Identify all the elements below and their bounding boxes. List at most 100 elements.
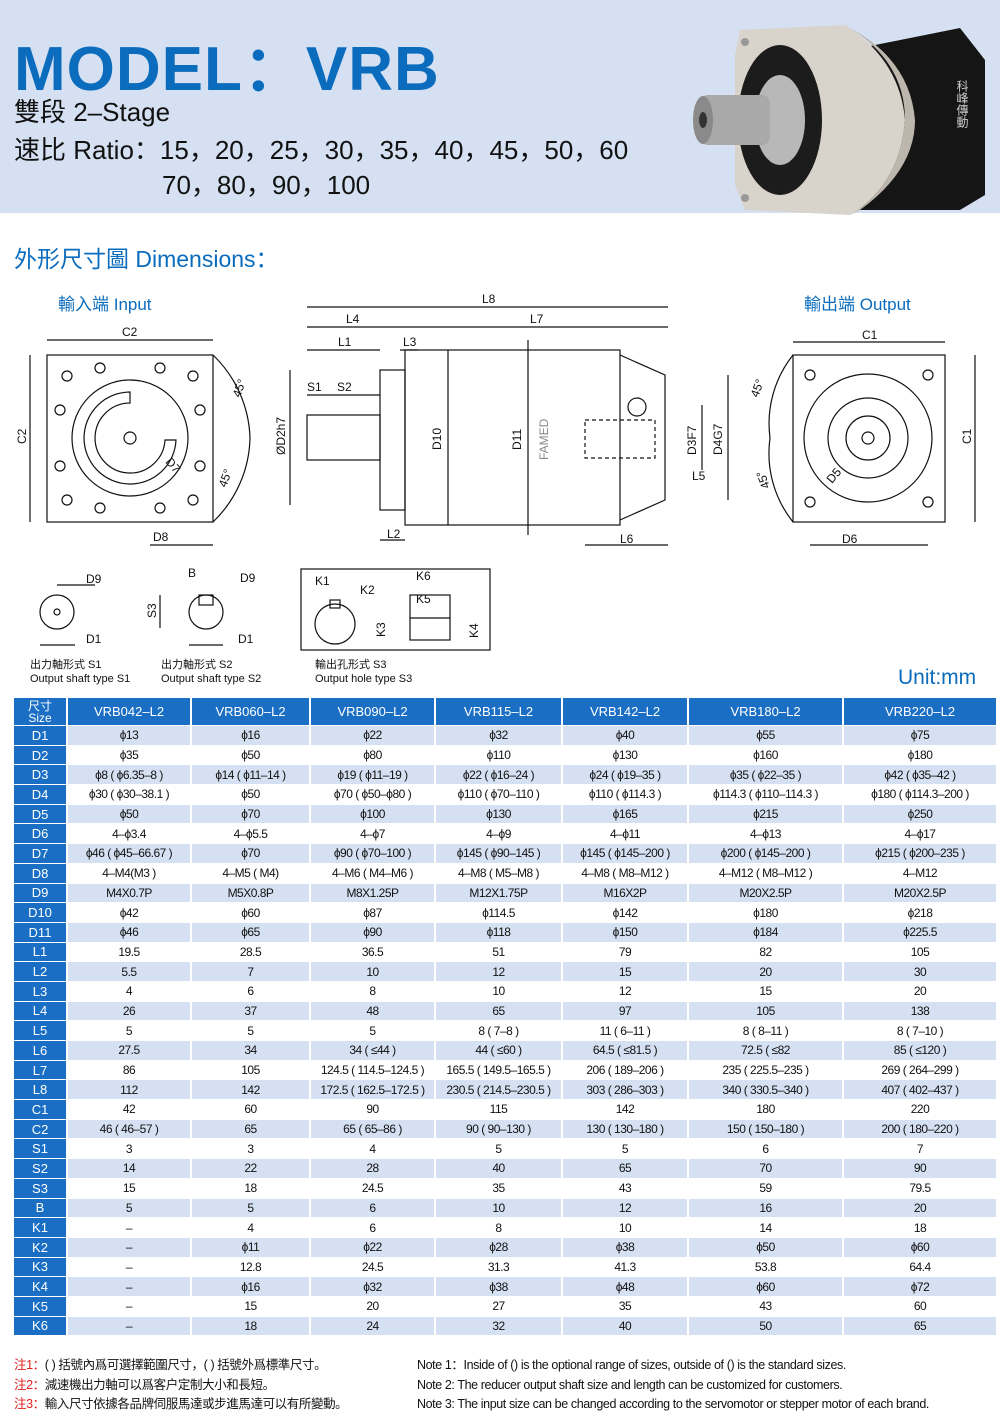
table-cell: 65 (844, 1316, 996, 1336)
table-cell: 11 ( 6–11 ) (599, 1023, 651, 1038)
table-cell: ϕ16 (192, 1277, 309, 1296)
row-label: L1 (14, 942, 66, 962)
row-label: K5 (14, 1296, 66, 1316)
table-cell: 206 ( 189–206 ) (586, 1063, 664, 1078)
svg-text:D1: D1 (238, 632, 254, 646)
svg-text:45°: 45° (216, 467, 235, 489)
svg-text:D4G7: D4G7 (711, 423, 725, 455)
table-cell: ϕ65 (192, 922, 309, 942)
table-cell: 35 (492, 1181, 505, 1196)
table-cell: 64.4 (909, 1259, 931, 1274)
table-row: C1 42 60 90 115 142 180 220 (14, 1100, 996, 1119)
table-cell: 27.5 (68, 1041, 190, 1060)
table-cell: 82 (759, 944, 772, 959)
svg-text:ØD2h7: ØD2h7 (274, 417, 288, 455)
svg-text:L5: L5 (692, 469, 706, 483)
table-row: L6 27.5 34 34 ( ≤44 ) 44 ( ≤60 ) 64.5 ( ≤81.5… (14, 1041, 996, 1060)
row-label: K1 (14, 1218, 66, 1237)
svg-text:L2: L2 (387, 527, 401, 541)
table-cell: ϕ50 (241, 748, 260, 763)
table-cell: ϕ50 (241, 787, 260, 802)
table-cell: M4X0.7P (68, 883, 190, 903)
table-cell: 5 (247, 1023, 254, 1038)
table-row: D11 ϕ46 ϕ65 ϕ90 ϕ118 ϕ150 ϕ184 ϕ225.5 (14, 922, 996, 942)
table-cell: ϕ60 (844, 1237, 996, 1257)
table-cell: 12 (618, 984, 632, 999)
table-header-row: 尺寸 Size VRB042–L2 VRB060–L2 VRB090–L2 VRB115… (14, 698, 996, 725)
table-cell: 15 (563, 962, 687, 981)
column-header: VRB220–L2 (844, 698, 996, 725)
column-header: VRB090–L2 (311, 698, 434, 725)
row-label: D9 (14, 883, 66, 903)
table-cell: 51 (492, 944, 505, 959)
table-cell: 20 (844, 1198, 996, 1218)
table-cell: 4–M6 ( M4–M6 ) (331, 866, 414, 881)
svg-text:B: B (188, 566, 196, 580)
row-label: D6 (14, 824, 66, 844)
table-cell: ϕ30 ( ϕ30–38.1 ) (88, 787, 170, 802)
svg-text:K6: K6 (416, 569, 431, 583)
row-label: K6 (14, 1316, 66, 1336)
table-cell: – (68, 1277, 190, 1296)
table-row: K6–18 24 32 40 50 65 (14, 1316, 996, 1336)
table-cell: ϕ180 (753, 905, 778, 920)
table-cell: 8 (369, 984, 376, 999)
unit-label: Unit:mm (898, 666, 977, 689)
column-header: VRB180–L2 (689, 698, 842, 725)
table-cell: 4–ϕ3.4 (112, 826, 146, 841)
table-cell: 34 ( ≤44 ) (311, 1041, 434, 1060)
product-logo: 科峰傳動 (955, 80, 969, 128)
table-cell: ϕ87 (363, 905, 382, 920)
table-cell: 172.5 ( 162.5–172.5 ) (311, 1080, 434, 1100)
size-corner-header: 尺寸 Size (14, 698, 66, 725)
table-cell: 24 (311, 1316, 434, 1336)
table-cell: ϕ145 ( ϕ90–145 ) (436, 844, 561, 863)
table-cell: 10 (618, 1220, 632, 1235)
table-cell: 5 (621, 1141, 629, 1156)
table-row: L5 5 5 5 8 ( 7–8 ) 11 ( 6–11 ) 8 ( 8–11 ) 8 ( 7… (14, 1021, 996, 1040)
row-label: L3 (14, 981, 66, 1001)
table-cell: 8 ( 7–10 ) (896, 1023, 944, 1038)
column-header: VRB142–L2 (563, 698, 687, 725)
table-cell: ϕ16 (192, 726, 309, 745)
note-tag: 注3： (14, 1397, 45, 1411)
table-cell: 90 ( 90–130 ) (436, 1119, 561, 1139)
table-cell: 407 ( 402–437 ) (844, 1080, 996, 1100)
table-cell: 6 (247, 984, 254, 999)
table-cell: 43 (618, 1181, 632, 1196)
svg-text:K1: K1 (315, 574, 330, 588)
note-cn: 注3：輸入尺寸依據各品牌伺服馬達或步進馬達可以有所變動。 (14, 1395, 348, 1415)
table-cell: M12X1.75P (436, 883, 561, 903)
table-cell: 20 (913, 984, 927, 999)
table-cell: 4–M12 (902, 866, 938, 881)
table-cell: 4–ϕ7 (360, 826, 385, 841)
table-cell: ϕ215 (689, 804, 842, 824)
table-cell: 235 ( 225.5–235 ) (722, 1063, 809, 1078)
table-row: L7 86 105 124.5 ( 114.5–124.5 ) 165.5 ( 149.… (14, 1060, 996, 1080)
table-cell: 8 ( 8–11 ) (742, 1023, 789, 1038)
table-cell: ϕ184 (689, 922, 842, 942)
famed-brand-mark: FAMED (537, 418, 551, 460)
table-cell: ϕ46 (68, 922, 190, 942)
table-cell: – (125, 1220, 133, 1235)
caption-s2-en: Output shaft type S2 (161, 673, 262, 685)
dimension-table: 尺寸 Size VRB042–L2 VRB060–L2 VRB090–L2 VRB115… (12, 697, 998, 1336)
table-cell: ϕ11 (192, 1237, 309, 1257)
input-side-label: 輸入端 Input (58, 295, 152, 314)
table-cell: 97 (563, 1001, 687, 1021)
column-header: VRB042–L2 (68, 698, 190, 725)
table-cell: 18 (913, 1220, 927, 1235)
caption-s1-cn: 出力軸形式 S1 (30, 659, 102, 671)
table-row: K3 – 12.8 24.5 31.3 41.3 53.8 64.4 (14, 1257, 996, 1277)
svg-text:D8: D8 (153, 530, 169, 544)
table-cell: M20X2.5P (844, 883, 996, 903)
table-cell: 41.3 (614, 1259, 636, 1274)
row-label: K4 (14, 1277, 66, 1296)
table-row: L8 112 142 172.5 ( 162.5–172.5 ) 230.5 ( 214… (14, 1080, 996, 1100)
table-cell: ϕ28 (436, 1237, 561, 1257)
table-cell: ϕ70 (192, 804, 309, 824)
table-cell: – (125, 1259, 133, 1274)
table-row: K5 – 15 20 27 35 43 60 (14, 1296, 996, 1316)
model-title: MODEL：VRB (14, 35, 440, 104)
